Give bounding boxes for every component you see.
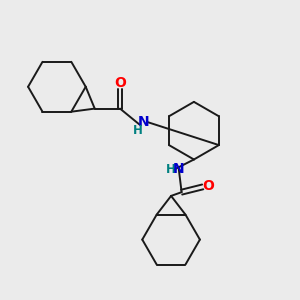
Text: N: N xyxy=(173,162,184,176)
Text: O: O xyxy=(203,179,214,193)
Text: N: N xyxy=(138,115,150,129)
Text: O: O xyxy=(114,76,126,90)
Text: H: H xyxy=(165,163,175,176)
Text: H: H xyxy=(133,124,142,137)
